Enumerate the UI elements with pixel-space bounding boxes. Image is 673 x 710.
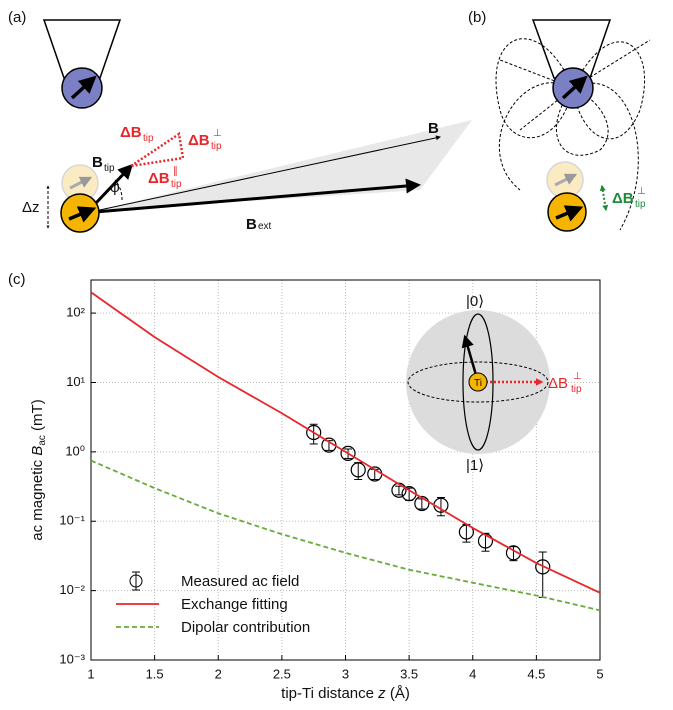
- panel-label: (a): [8, 9, 26, 26]
- marker: [306, 424, 322, 441]
- marker: [477, 533, 494, 549]
- panel-a: (a) Δz φ B B tip B ext ΔB tip ΔB tip ⊥ Δ…: [8, 9, 472, 233]
- label: tip: [211, 141, 222, 152]
- y-axis-label-part: B: [29, 446, 46, 456]
- legend-label: Exchange fitting: [181, 596, 288, 613]
- phi-arc: [114, 179, 123, 201]
- y-tick-label: 10⁻³: [59, 651, 85, 666]
- x-axis-label-part: (Å): [386, 685, 410, 702]
- y-tick-label: 10²: [66, 305, 85, 320]
- panel-label: (c): [8, 271, 26, 288]
- marker: [350, 462, 366, 478]
- x-axis-label-part: z: [377, 685, 386, 702]
- spin-arrow: [68, 206, 97, 223]
- x-axis-label: tip-Ti distance z (Å): [281, 685, 410, 702]
- btip-arrow: [94, 163, 134, 205]
- x-tick-label: 4: [469, 666, 476, 681]
- label: ⊥: [213, 128, 222, 139]
- y-tick-label: 10⁻²: [59, 582, 85, 597]
- y-tick-label: 10⁰: [65, 443, 85, 458]
- label: |1⟩: [466, 457, 484, 474]
- spin-arrow: [70, 75, 97, 100]
- label: B: [246, 216, 257, 233]
- x-tick-label: 2: [215, 666, 222, 681]
- x-tick-label: 3.5: [400, 666, 418, 681]
- plot: 1 1.5 2 2.5 3 3.5 4 4.5 5 10⁻³ 10⁻² 10⁻¹ 10⁰ 10¹ 10² ti…: [29, 279, 604, 702]
- y-tick-label: 10⁻¹: [59, 513, 85, 528]
- label: tip: [171, 179, 182, 190]
- label: B: [92, 154, 103, 171]
- label: ΔB: [148, 170, 170, 187]
- spin-arrow: [555, 205, 584, 222]
- label: B: [428, 120, 439, 137]
- marker: [340, 445, 356, 462]
- legend-label: Dipolar contribution: [181, 619, 310, 636]
- label: ⊥: [637, 186, 646, 197]
- label: ΔB: [120, 124, 142, 141]
- bext-arrow: [94, 178, 421, 214]
- b-arrow: [94, 135, 441, 212]
- inset: Ti |0⟩ |1⟩ ΔB tip ⊥: [406, 293, 582, 474]
- y-axis-label: ac magnetic Bac (mT): [29, 399, 48, 540]
- label: ⊥: [573, 371, 582, 382]
- label: tip: [571, 384, 582, 395]
- plot-frame: [90, 279, 601, 661]
- marker: [505, 545, 522, 561]
- marker: [414, 495, 430, 512]
- y-axis-label-part: ac magnetic: [29, 456, 46, 541]
- spin-faded: [69, 176, 93, 190]
- legend-label: Measured ac field: [181, 573, 299, 590]
- label: tip: [635, 199, 646, 210]
- panel-b: (b) ΔB tip ⊥: [468, 9, 651, 232]
- label: |0⟩: [466, 293, 484, 310]
- line: [90, 459, 601, 612]
- label: ΔB: [548, 375, 568, 392]
- x-tick-label: 4.5: [527, 666, 545, 681]
- x-tick-label: 2.5: [273, 666, 291, 681]
- x-tick-label: 3: [342, 666, 349, 681]
- x-tick-label: 5: [596, 666, 603, 681]
- dbperp-arrow: [599, 184, 609, 212]
- label: ΔB: [188, 132, 210, 149]
- legend-symbol: [129, 574, 143, 588]
- ti-atom: [468, 372, 488, 392]
- marker: [535, 559, 551, 575]
- equator: [407, 361, 549, 403]
- label: Δz: [22, 199, 40, 216]
- x-axis-label-part: tip-Ti distance: [281, 685, 378, 702]
- label: tip: [104, 163, 115, 174]
- y-axis-label-part: (mT): [29, 399, 46, 435]
- x-tick-label: 1.5: [146, 666, 164, 681]
- x-tick-label: 1: [87, 666, 94, 681]
- y-tick-label: 10¹: [66, 374, 85, 389]
- meridian: [462, 313, 494, 451]
- spin-faded: [554, 173, 578, 187]
- y-axis-label-part: ac: [37, 435, 48, 446]
- label: tip: [143, 133, 154, 144]
- label: ΔB: [612, 190, 634, 207]
- label: Ti: [474, 378, 482, 389]
- line: [90, 291, 601, 594]
- label: ext: [258, 221, 272, 232]
- label: φ: [110, 179, 120, 196]
- spin-arrow: [561, 75, 588, 100]
- label: ∥: [173, 166, 178, 177]
- panel-label: (b): [468, 9, 486, 26]
- delta-triangle: [130, 131, 185, 168]
